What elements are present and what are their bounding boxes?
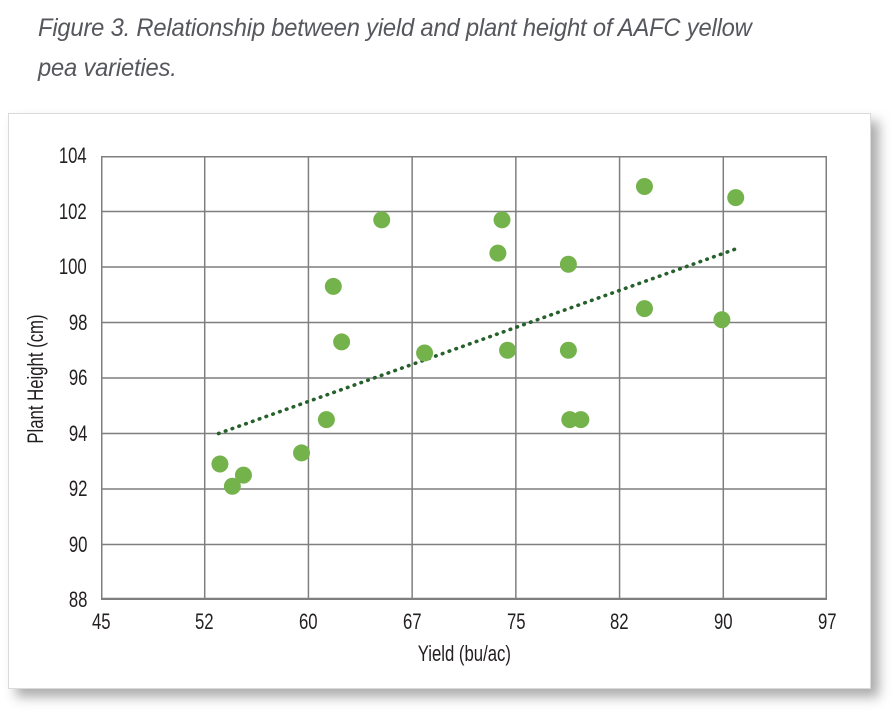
y-tick-label: 88 bbox=[9, 587, 87, 613]
figure-caption-line-2: pea varieties. bbox=[38, 54, 177, 82]
data-point bbox=[324, 277, 342, 295]
data-point bbox=[293, 444, 311, 462]
data-point bbox=[373, 211, 391, 229]
data-point bbox=[333, 333, 351, 351]
data-point bbox=[727, 189, 745, 207]
x-tick-label-text: 75 bbox=[506, 609, 526, 634]
scatter-plot bbox=[101, 156, 827, 600]
y-tick-label-text: 90 bbox=[68, 531, 87, 557]
figure-caption: Figure 3. Relationship between yield and… bbox=[38, 8, 858, 88]
y-tick-label: 102 bbox=[9, 199, 87, 225]
y-tick-label: 98 bbox=[9, 310, 87, 336]
x-axis-title: Yield (bu/ac) bbox=[101, 641, 827, 667]
y-tick-label-text: 104 bbox=[59, 143, 87, 168]
data-point bbox=[572, 411, 590, 429]
data-point bbox=[416, 344, 434, 362]
data-point bbox=[489, 244, 507, 262]
data-point bbox=[635, 178, 653, 196]
y-axis-title-text: Plant Height (cm) bbox=[23, 314, 48, 444]
data-point bbox=[234, 466, 252, 484]
x-tick-label: 60 bbox=[280, 609, 336, 635]
x-tick-label: 97 bbox=[799, 609, 855, 635]
x-tick-label-text: 90 bbox=[713, 609, 733, 634]
y-tick-label-text: 96 bbox=[68, 365, 87, 390]
x-tick-label: 67 bbox=[384, 609, 440, 635]
y-tick-label-text: 92 bbox=[68, 476, 87, 501]
x-tick-label-text: 82 bbox=[610, 609, 629, 634]
data-point bbox=[317, 411, 335, 429]
data-point bbox=[499, 341, 517, 359]
data-point bbox=[713, 311, 731, 329]
y-tick-label-text: 100 bbox=[59, 254, 87, 279]
figure-caption-line-1: Figure 3. Relationship between yield and… bbox=[38, 14, 752, 42]
x-tick-label-text: 97 bbox=[817, 609, 837, 634]
x-tick-label: 45 bbox=[73, 609, 129, 635]
data-point bbox=[493, 211, 511, 229]
x-axis-title-text: Yield (bu/ac) bbox=[417, 641, 511, 666]
trend-line bbox=[216, 247, 738, 436]
y-tick-label: 90 bbox=[9, 532, 87, 558]
y-tick-label-text: 88 bbox=[68, 587, 87, 612]
y-tick-label-text: 94 bbox=[68, 420, 87, 446]
y-tick-label: 104 bbox=[9, 143, 87, 169]
x-tick-label: 75 bbox=[488, 609, 544, 635]
x-tick-label-text: 45 bbox=[91, 609, 111, 634]
data-point bbox=[559, 255, 577, 273]
y-tick-label-text: 102 bbox=[59, 198, 87, 224]
x-tick-label-text: 67 bbox=[402, 609, 422, 634]
y-tick-label: 100 bbox=[9, 254, 87, 280]
x-tick-label-text: 52 bbox=[195, 609, 214, 634]
x-tick-label: 82 bbox=[592, 609, 648, 635]
y-tick-label-text: 98 bbox=[68, 309, 87, 335]
data-point bbox=[559, 341, 577, 359]
data-point bbox=[223, 477, 241, 495]
y-axis-title: Plant Height (cm) bbox=[23, 157, 49, 601]
y-tick-label: 96 bbox=[9, 365, 87, 391]
x-tick-label: 52 bbox=[177, 609, 233, 635]
y-tick-label: 92 bbox=[9, 476, 87, 502]
data-point bbox=[211, 455, 229, 473]
data-point bbox=[635, 300, 653, 318]
chart-card: 88 90 92 94 96 98 100 102 104 45 52 60 67 75 82 90 97 Y… bbox=[8, 113, 871, 689]
x-tick-label: 90 bbox=[695, 609, 751, 635]
x-tick-label-text: 60 bbox=[299, 609, 318, 634]
y-tick-label: 94 bbox=[9, 421, 87, 447]
